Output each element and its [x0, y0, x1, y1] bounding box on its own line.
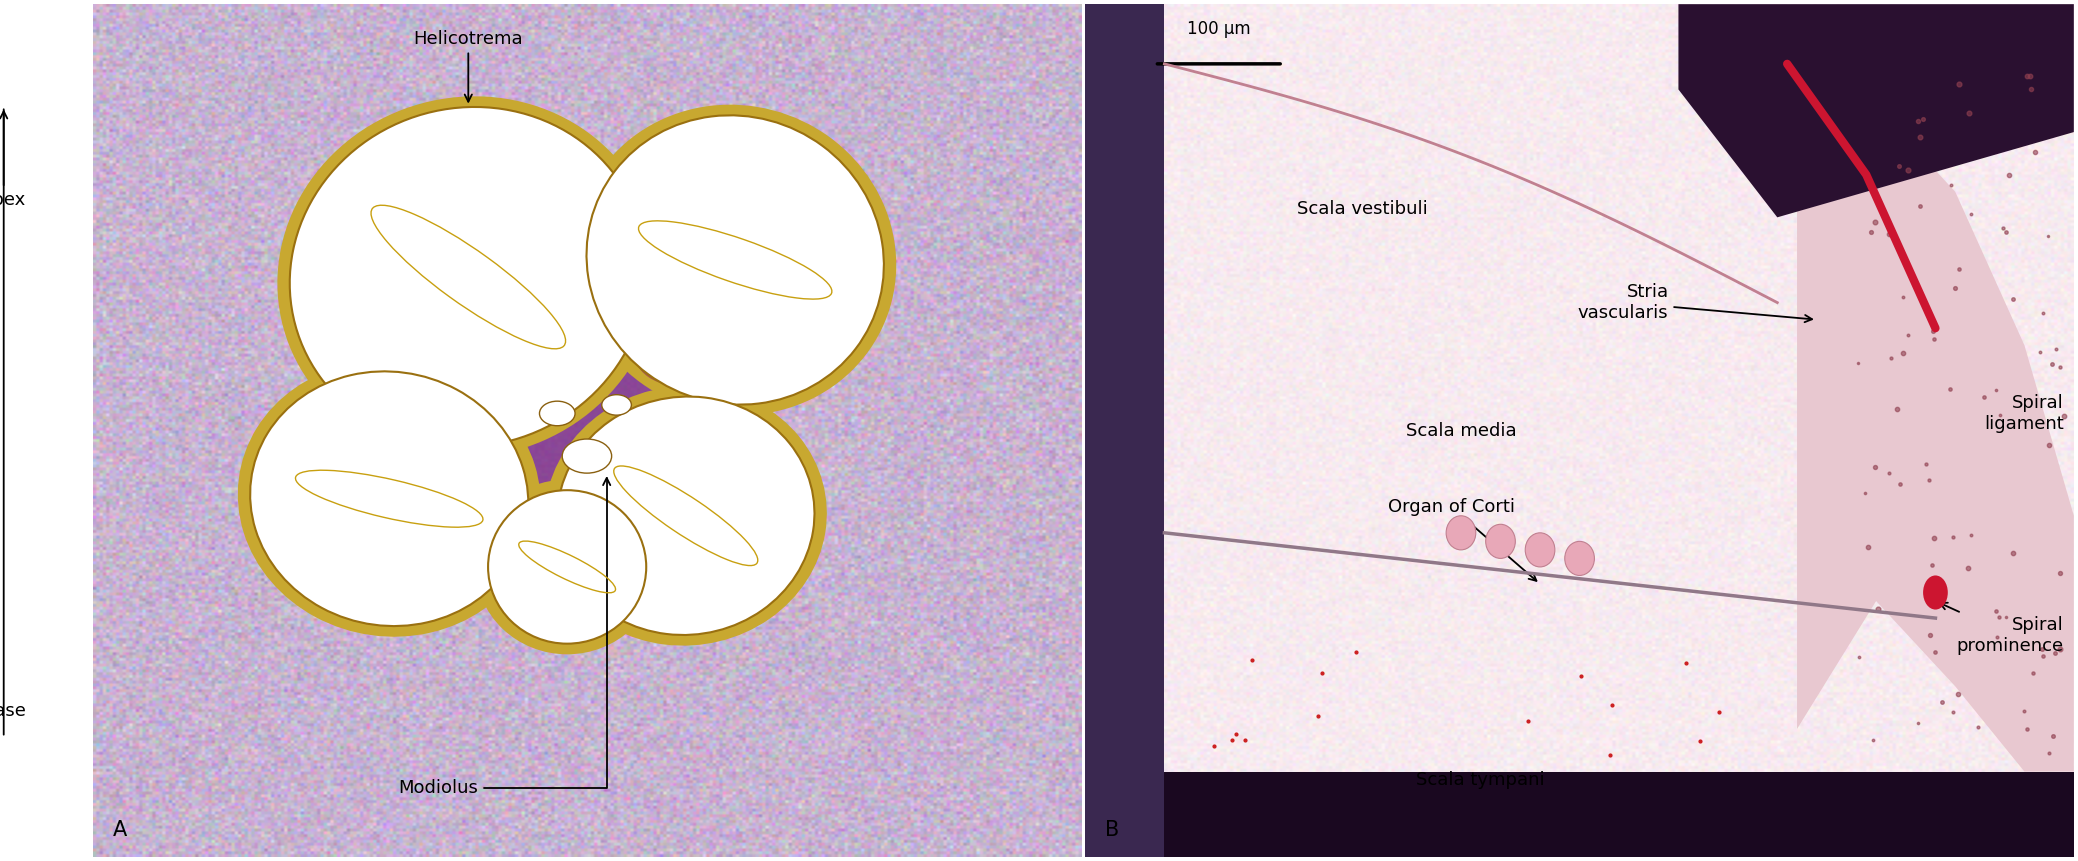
Ellipse shape [1525, 533, 1554, 567]
Text: Scala media: Scala media [1405, 422, 1517, 439]
Ellipse shape [532, 496, 590, 531]
Ellipse shape [557, 397, 815, 635]
Ellipse shape [603, 394, 632, 415]
Text: Base: Base [0, 703, 25, 721]
Ellipse shape [457, 369, 503, 418]
Ellipse shape [586, 115, 883, 405]
Ellipse shape [1922, 575, 1947, 610]
Text: Apex: Apex [0, 111, 27, 209]
Ellipse shape [634, 476, 688, 518]
Ellipse shape [544, 386, 827, 646]
Ellipse shape [686, 405, 725, 456]
Text: Stria
vascularis: Stria vascularis [1577, 283, 1812, 322]
Text: Scala vestibuli: Scala vestibuli [1297, 200, 1428, 218]
Text: A: A [112, 820, 127, 839]
Ellipse shape [540, 401, 576, 425]
Ellipse shape [686, 405, 725, 456]
Ellipse shape [563, 439, 611, 474]
Text: Spiral
prominence: Spiral prominence [1939, 603, 2063, 654]
Text: Scala tympani: Scala tympani [1417, 771, 1546, 789]
Bar [1164, 771, 2074, 857]
Ellipse shape [1565, 542, 1594, 575]
Text: B: B [1105, 820, 1120, 839]
Ellipse shape [574, 105, 896, 415]
Bar [1085, 4, 1164, 857]
Text: Spiral
ligament: Spiral ligament [1984, 394, 2063, 433]
Text: 100 μm: 100 μm [1187, 21, 1251, 38]
Ellipse shape [634, 343, 688, 385]
Ellipse shape [237, 361, 540, 637]
Text: Helicotrema: Helicotrema [414, 30, 524, 102]
Ellipse shape [1486, 524, 1515, 559]
Text: Modiolus: Modiolus [399, 478, 611, 797]
Ellipse shape [532, 330, 590, 365]
Ellipse shape [276, 96, 659, 458]
Text: Organ of Corti: Organ of Corti [1388, 498, 1536, 581]
Ellipse shape [1446, 516, 1475, 550]
Ellipse shape [488, 490, 646, 644]
Polygon shape [1679, 4, 2074, 217]
Ellipse shape [476, 480, 659, 654]
Ellipse shape [249, 371, 528, 626]
Ellipse shape [289, 107, 646, 447]
Polygon shape [1797, 64, 2074, 771]
Ellipse shape [457, 443, 503, 492]
